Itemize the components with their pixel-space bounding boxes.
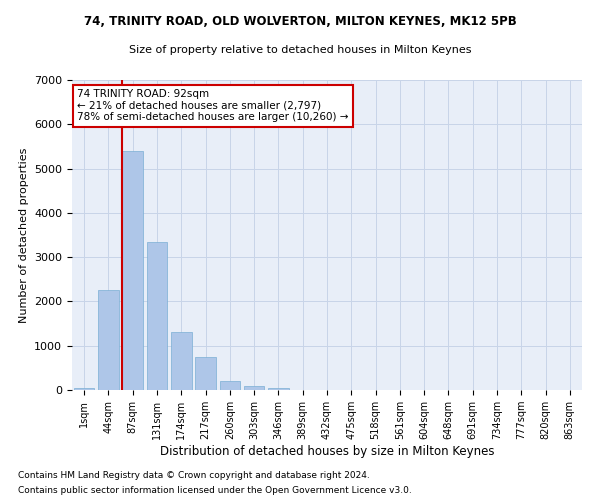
- Text: Contains HM Land Registry data © Crown copyright and database right 2024.: Contains HM Land Registry data © Crown c…: [18, 471, 370, 480]
- Bar: [98, 290, 119, 390]
- Text: Contains public sector information licensed under the Open Government Licence v3: Contains public sector information licen…: [18, 486, 412, 495]
- Text: 74, TRINITY ROAD, OLD WOLVERTON, MILTON KEYNES, MK12 5PB: 74, TRINITY ROAD, OLD WOLVERTON, MILTON …: [83, 15, 517, 28]
- Text: 74 TRINITY ROAD: 92sqm
← 21% of detached houses are smaller (2,797)
78% of semi-: 74 TRINITY ROAD: 92sqm ← 21% of detached…: [77, 90, 349, 122]
- X-axis label: Distribution of detached houses by size in Milton Keynes: Distribution of detached houses by size …: [160, 445, 494, 458]
- Bar: [268, 388, 289, 390]
- Bar: [195, 357, 216, 390]
- Text: Size of property relative to detached houses in Milton Keynes: Size of property relative to detached ho…: [129, 45, 471, 55]
- Bar: [122, 151, 143, 390]
- Y-axis label: Number of detached properties: Number of detached properties: [19, 148, 29, 322]
- Bar: [244, 386, 265, 390]
- Bar: [220, 381, 240, 390]
- Bar: [146, 242, 167, 390]
- Bar: [171, 332, 191, 390]
- Bar: [74, 388, 94, 390]
